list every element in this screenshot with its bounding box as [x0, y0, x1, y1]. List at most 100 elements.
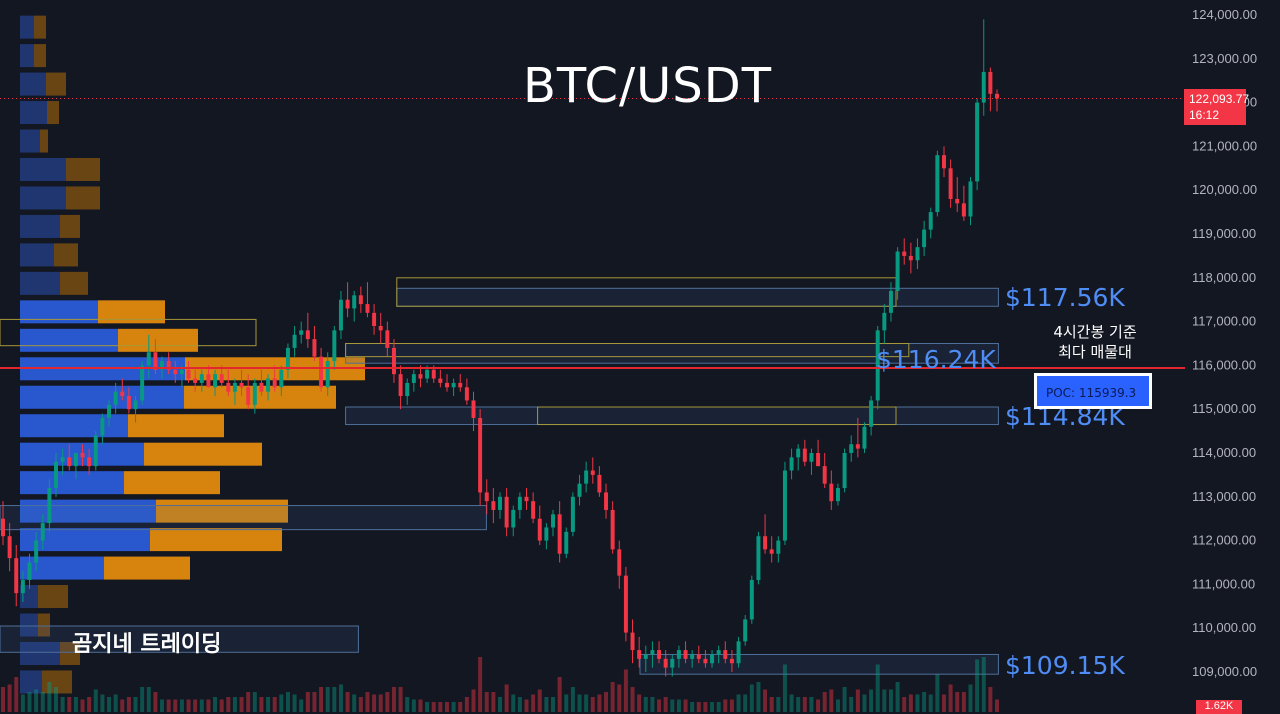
volume-bar [875, 664, 880, 712]
candle-body [259, 382, 264, 392]
candle-body [73, 453, 78, 467]
volume-bar [464, 697, 469, 712]
volume-bar [259, 697, 264, 712]
volume-profile-sell-bar [60, 214, 80, 238]
volume-bar [319, 687, 324, 712]
volume-bar [517, 697, 522, 712]
volume-bar [782, 664, 787, 712]
volume-bar [935, 674, 940, 712]
volume-bar [822, 692, 827, 712]
candle-body [511, 509, 516, 528]
candle-body [272, 378, 277, 388]
volume-bar [776, 697, 781, 712]
price-zone-outline [0, 318, 257, 347]
candle-body [875, 330, 880, 401]
volume-bar [902, 697, 907, 712]
volume-bar [915, 694, 920, 712]
candle-body [995, 93, 999, 99]
volume-bar [140, 687, 145, 712]
volume-bar [60, 697, 65, 712]
candle-body [809, 453, 814, 462]
price-zone-box [0, 505, 487, 531]
y-tick-label: 117,000.00 [1192, 314, 1256, 329]
candle-body [517, 496, 522, 510]
y-tick-label: 111,000.00 [1192, 576, 1255, 591]
volume-bar [73, 697, 78, 712]
volume-bar [27, 692, 32, 712]
volume-bar [358, 697, 363, 712]
volume-bar [378, 694, 383, 712]
volume-bar [723, 699, 728, 712]
volume-profile-sell-bar [104, 556, 190, 580]
volume-profile-sell-bar [150, 528, 282, 552]
volume-bar [564, 694, 569, 712]
volume-bar [968, 684, 973, 712]
volume-bar [179, 699, 184, 712]
volume-bar [398, 687, 403, 712]
candle-body [140, 365, 145, 401]
volume-bar [391, 687, 396, 712]
candle-body [107, 404, 112, 418]
volume-profile-sell-bar [66, 186, 100, 210]
last-price-value: 122,093.77 [1189, 92, 1250, 106]
y-tick-label: 113,000.00 [1192, 489, 1256, 504]
volume-profile-sell-bar [42, 670, 72, 694]
candle-body [206, 374, 211, 388]
candle-body [358, 295, 363, 305]
volume-bar [557, 677, 562, 712]
volume-bar [544, 697, 549, 712]
candle-body [451, 382, 456, 388]
volume-profile-buy-bar [20, 44, 34, 68]
volume-bar [100, 694, 105, 712]
candle-body [683, 650, 688, 659]
volume-profile-buy-bar [20, 214, 60, 238]
volume-bar [431, 702, 436, 712]
candle-body [822, 466, 827, 484]
candle-body [855, 444, 860, 449]
volume-bar [948, 684, 953, 712]
candle-body [842, 453, 847, 489]
candle-body [955, 198, 960, 204]
volume-bar [802, 697, 807, 712]
candle-body [14, 558, 19, 594]
volume-bar [365, 692, 370, 712]
candle-body [849, 444, 854, 453]
candle-body [100, 417, 105, 436]
candle-body [835, 488, 840, 502]
candle-body [531, 501, 536, 519]
candle-body [160, 361, 165, 370]
volume-profile-buy-bar [20, 556, 104, 580]
candle-body [319, 356, 324, 388]
volume-profile-buy-bar [20, 641, 60, 665]
candle-body [398, 374, 403, 397]
volume-bar [604, 692, 609, 712]
candle-body [7, 536, 12, 559]
volume-bar [862, 694, 867, 712]
candle-body [564, 531, 569, 554]
volume-profile-buy-bar [20, 186, 66, 210]
volume-bar [266, 697, 271, 712]
volume-bar [332, 687, 337, 712]
candle-body [789, 457, 794, 471]
volume-profile-buy-bar [20, 328, 118, 352]
price-zone-box [639, 653, 999, 675]
poc-label-box: POC: 115939.3 [1034, 373, 1152, 409]
volume-bar [418, 699, 423, 712]
volume-profile-buy-bar [20, 101, 47, 125]
volume-bar [683, 699, 688, 712]
volume-bar [458, 702, 463, 712]
candle-body [796, 448, 801, 458]
volume-bar [537, 689, 542, 712]
volume-bar [922, 692, 927, 712]
y-tick-label: 110,000.00 [1192, 620, 1256, 635]
volume-bar [451, 702, 456, 712]
volume-bar [438, 702, 443, 712]
volume-bar [126, 697, 131, 712]
candle-body [1, 518, 5, 537]
candle-body [338, 299, 343, 331]
volume-bar [345, 692, 350, 712]
volume-bar [338, 684, 343, 712]
y-tick-label: 120,000.00 [1192, 182, 1257, 197]
volume-bar [186, 699, 191, 712]
candle-body [663, 658, 668, 668]
